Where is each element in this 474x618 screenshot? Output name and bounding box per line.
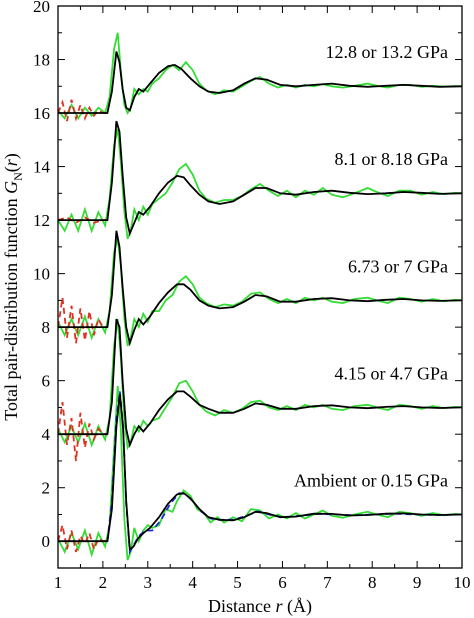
panel-2-curves bbox=[58, 230, 462, 347]
black-curve bbox=[58, 120, 462, 237]
x-axis-title: Distance r (Å) bbox=[208, 596, 312, 617]
x-tick-label: 3 bbox=[144, 573, 153, 592]
y-tick-label: 2 bbox=[42, 479, 51, 498]
x-tick-label: 6 bbox=[278, 573, 287, 592]
x-tick-label: 7 bbox=[323, 573, 332, 592]
x-tick-label: 8 bbox=[368, 573, 377, 592]
y-tick-label: 0 bbox=[42, 532, 51, 551]
pressure-label: Ambient or 0.15 GPa bbox=[294, 470, 448, 490]
black-curve bbox=[58, 318, 462, 448]
red-dashed-curve bbox=[58, 99, 108, 122]
panel-4-curves bbox=[58, 32, 462, 122]
green-curve bbox=[58, 128, 462, 240]
black-curve bbox=[58, 393, 462, 552]
x-tick-label: 1 bbox=[54, 573, 63, 592]
panel-0-curves bbox=[58, 385, 462, 561]
y-tick-label: 6 bbox=[42, 372, 51, 391]
x-tick-label: 10 bbox=[454, 573, 471, 592]
pressure-label: 8.1 or 8.18 GPa bbox=[335, 149, 449, 169]
pressure-labels: Ambient or 0.15 GPa 4.15 or 4.7 GPa 6.73 o… bbox=[294, 42, 448, 490]
x-tick-label: 9 bbox=[413, 573, 422, 592]
pressure-label: 4.15 or 4.7 GPa bbox=[335, 363, 449, 383]
y-tick-label: 8 bbox=[42, 318, 51, 337]
black-curve bbox=[58, 230, 462, 347]
green-curve bbox=[58, 32, 462, 121]
x-axis: 1 2 3 4 5 6 7 8 9 10 bbox=[54, 6, 471, 592]
y-tick-label: 10 bbox=[33, 265, 50, 284]
y-axis-title: Total pair-distribution function GN(r) bbox=[1, 153, 25, 421]
panel-3-curves bbox=[58, 120, 462, 240]
curves-layer bbox=[58, 32, 462, 561]
pressure-label: 12.8 or 13.2 GPa bbox=[326, 42, 449, 62]
y-tick-label: 12 bbox=[33, 211, 50, 230]
x-tick-label: 2 bbox=[99, 573, 108, 592]
green-curve bbox=[58, 318, 462, 451]
red-dashed-curve bbox=[58, 401, 108, 462]
y-tick-label: 20 bbox=[33, 0, 50, 16]
pressure-label: 6.73 or 7 GPa bbox=[348, 256, 448, 276]
red-dashed-curve bbox=[58, 297, 108, 344]
y-tick-label: 4 bbox=[42, 425, 51, 444]
y-tick-label: 14 bbox=[33, 158, 51, 177]
y-axis: 0 2 4 6 8 10 12 14 16 18 20 bbox=[33, 0, 462, 569]
panel-1-curves bbox=[58, 318, 462, 462]
black-curve bbox=[58, 51, 462, 114]
red-dashed-curve bbox=[58, 524, 108, 553]
x-tick-label: 5 bbox=[233, 573, 242, 592]
y-tick-label: 18 bbox=[33, 51, 50, 70]
y-tick-label: 16 bbox=[33, 104, 50, 123]
x-tick-label: 4 bbox=[188, 573, 197, 592]
